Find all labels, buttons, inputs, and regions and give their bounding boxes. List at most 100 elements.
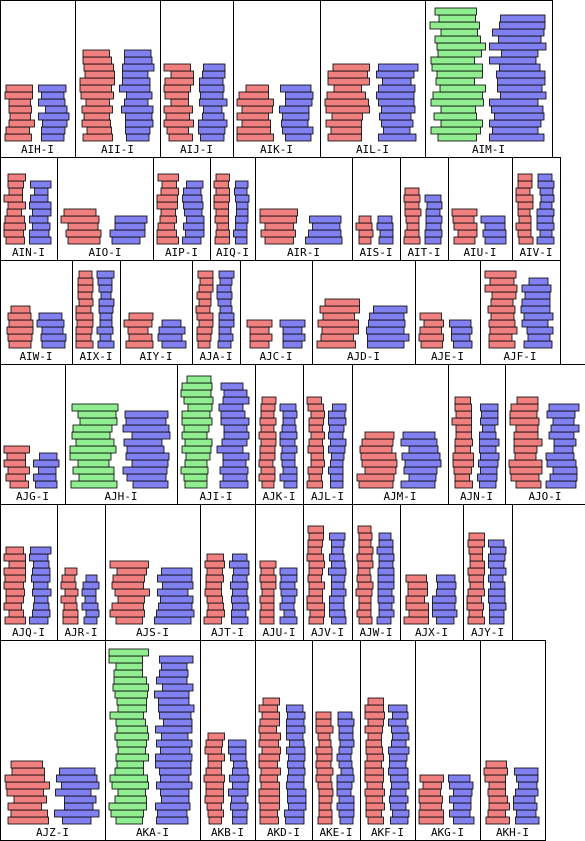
- tile: [488, 595, 506, 604]
- tile: [258, 760, 278, 769]
- tile: [7, 173, 26, 182]
- tile: [366, 781, 383, 790]
- tile: [117, 704, 147, 713]
- tiling-shape: [477, 403, 500, 489]
- tile: [128, 333, 153, 342]
- tile: [238, 91, 269, 100]
- tile: [306, 602, 325, 611]
- tile: [418, 788, 441, 797]
- tile: [364, 767, 384, 776]
- tile: [108, 648, 149, 657]
- tile: [197, 340, 211, 349]
- tile: [466, 602, 484, 611]
- tiling-shape: [203, 553, 225, 625]
- tile: [208, 816, 222, 825]
- tile: [435, 77, 475, 86]
- tile: [405, 602, 429, 611]
- tile: [258, 753, 280, 762]
- tile: [382, 77, 412, 86]
- tile: [10, 760, 43, 769]
- tile: [259, 560, 277, 569]
- tile: [356, 609, 372, 618]
- tile: [109, 229, 146, 238]
- tile: [85, 609, 100, 618]
- tile: [207, 753, 225, 762]
- tile: [422, 781, 442, 790]
- tile: [467, 588, 485, 597]
- tile: [360, 452, 397, 461]
- tile: [545, 480, 577, 489]
- tile: [85, 574, 98, 583]
- tile: [449, 795, 472, 804]
- tile: [261, 588, 275, 597]
- tiling-shape: [60, 208, 102, 245]
- tile: [116, 725, 148, 734]
- tile: [64, 588, 79, 597]
- tile: [430, 56, 475, 65]
- tile: [183, 201, 204, 210]
- tile: [327, 70, 368, 79]
- tile: [491, 105, 544, 114]
- tile: [124, 410, 169, 419]
- tile: [526, 326, 554, 335]
- tile: [305, 236, 343, 245]
- tiling-shape: [258, 697, 281, 825]
- tile: [285, 133, 312, 142]
- tile: [306, 480, 323, 489]
- tile: [241, 119, 271, 128]
- tile: [328, 431, 344, 440]
- tile: [448, 774, 471, 783]
- tile: [365, 795, 383, 804]
- tile: [161, 180, 177, 189]
- tile: [365, 746, 383, 755]
- tile: [249, 326, 270, 335]
- tile: [285, 816, 305, 825]
- tile: [381, 119, 414, 128]
- tiling-shape: [376, 532, 395, 625]
- tile: [196, 326, 213, 335]
- tile: [423, 319, 444, 328]
- tile: [67, 236, 101, 245]
- tiling-shape: [216, 270, 235, 349]
- tile: [32, 588, 52, 597]
- tile: [232, 781, 249, 790]
- tiling-shape: [213, 173, 230, 245]
- tile: [115, 718, 146, 727]
- cell-label: AJZ-I: [36, 826, 69, 839]
- tile: [123, 438, 163, 447]
- tile: [235, 236, 248, 245]
- tiling-shape: [480, 215, 507, 245]
- tile: [170, 98, 189, 107]
- tile: [82, 133, 113, 142]
- tile: [404, 459, 442, 468]
- tiling-shape: [259, 560, 277, 625]
- tile: [315, 725, 334, 734]
- tile: [310, 410, 325, 419]
- tile: [96, 270, 115, 279]
- tile: [539, 201, 553, 210]
- tile: [132, 480, 169, 489]
- tile: [159, 711, 192, 720]
- tile: [419, 774, 444, 783]
- tile: [115, 816, 143, 825]
- tile: [452, 215, 475, 224]
- tile: [453, 466, 472, 475]
- tile: [485, 760, 507, 769]
- tiling-shape: [316, 298, 360, 349]
- tile: [482, 424, 496, 433]
- tile: [487, 788, 506, 797]
- tile: [517, 229, 532, 238]
- tile: [114, 795, 147, 804]
- tile: [81, 105, 113, 114]
- tile: [217, 298, 232, 307]
- tile: [453, 816, 475, 825]
- tile: [259, 816, 279, 825]
- tile: [377, 581, 395, 590]
- tile: [116, 739, 147, 748]
- tile: [230, 753, 247, 762]
- tile: [62, 816, 92, 825]
- tile: [280, 84, 312, 93]
- tile: [29, 229, 50, 238]
- tile: [436, 70, 483, 79]
- tile: [339, 739, 355, 748]
